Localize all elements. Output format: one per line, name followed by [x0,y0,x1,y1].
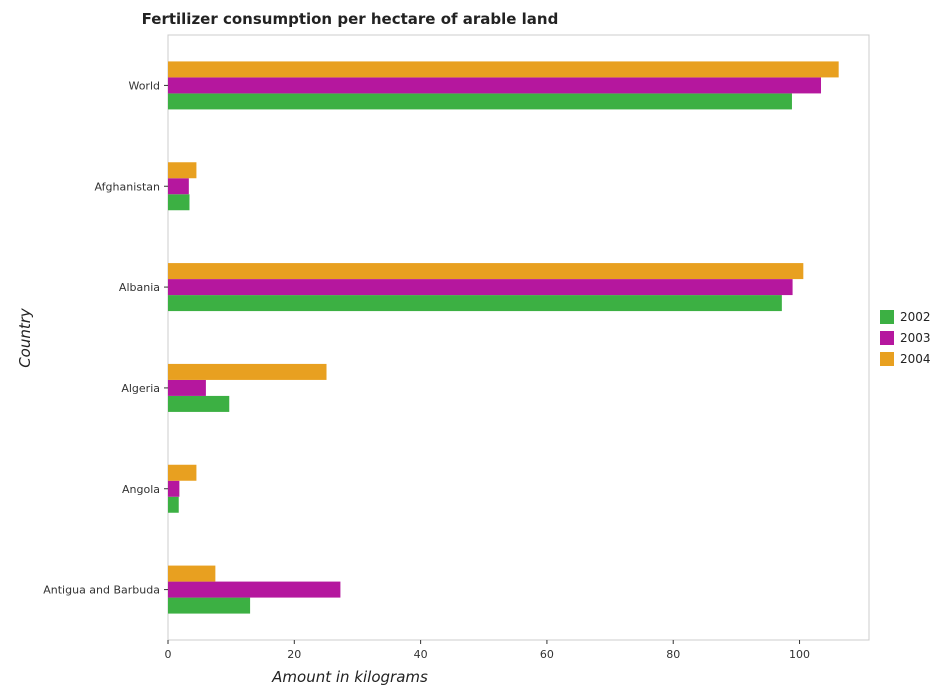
y-tick-label: World [128,79,160,92]
legend: 2002 2003 2004 [880,310,931,366]
bar-2003-antigua-and-barbuda [168,581,341,598]
bar-2004-angola [168,464,197,481]
x-tick-label: 60 [540,648,554,661]
x-tick-label: 80 [666,648,680,661]
bar-2002-albania [168,295,782,312]
bar-2004-world [168,61,839,78]
bars-group [168,61,839,614]
x-tick-label: 20 [287,648,301,661]
y-ticks-group: World Afghanistan Albania Algeria Angola Anti… [43,79,168,597]
bar-2002-antigua-and-barbuda [168,597,251,614]
legend-swatch-2004 [880,352,894,366]
x-tick-label: 0 [165,648,172,661]
bar-2002-world [168,93,792,110]
bar-2003-afghanistan [168,178,189,195]
x-tick-label: 100 [789,648,810,661]
legend-label-2004: 2004 [900,352,931,366]
bar-2003-algeria [168,379,206,396]
y-axis-label: Country [16,307,34,368]
plot-area [167,34,870,641]
x-axis-label: Amount in kilograms [271,668,428,686]
bar-2003-world [168,77,822,94]
legend-label-2002: 2002 [900,310,931,324]
y-tick-label: Antigua and Barbuda [43,584,160,597]
y-tick-label: Angola [122,483,160,496]
bar-2003-albania [168,279,793,296]
bar-2004-antigua-and-barbuda [168,565,216,582]
x-tick-label: 40 [414,648,428,661]
bar-2002-algeria [168,395,230,412]
bar-2003-angola [168,480,180,497]
bar-2002-afghanistan [168,194,190,211]
legend-swatch-2002 [880,310,894,324]
x-ticks-group: 0 20 40 60 80 100 [165,640,810,661]
bar-2004-albania [168,263,804,280]
bar-2004-algeria [168,363,327,380]
bar-2004-afghanistan [168,162,197,179]
y-tick-label: Afghanistan [95,180,161,193]
chart-title: Fertilizer consumption per hectare of ar… [142,10,559,28]
legend-swatch-2003 [880,331,894,345]
legend-label-2003: 2003 [900,331,931,345]
bar-2002-angola [168,496,179,513]
y-tick-label: Albania [119,281,160,294]
y-tick-label: Algeria [121,382,160,395]
